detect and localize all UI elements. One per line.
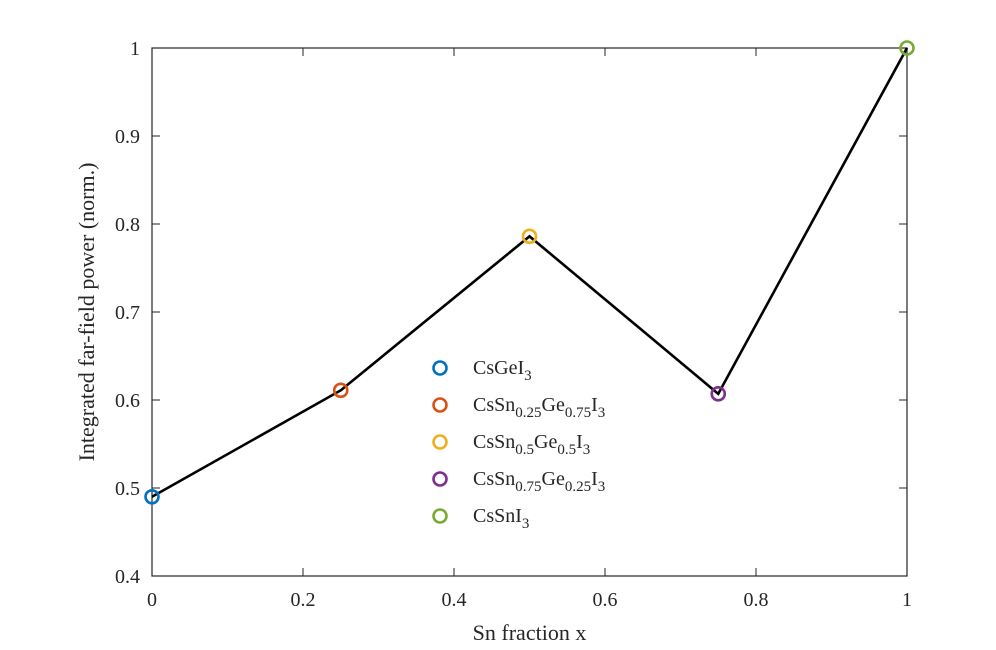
data-point-marker — [521, 228, 538, 245]
y-tick-label: 0.8 — [115, 214, 140, 236]
legend-entry-label: CsGeI3 — [473, 357, 532, 384]
legend: CsGeI3 CsSn0.25Ge0.75I3 CsSn0.5Ge0.5I3 CsSn… — [432, 357, 605, 532]
y-axis-label: Integrated far-field power (norm.) — [74, 163, 99, 462]
data-points-group — [144, 40, 915, 505]
x-axis-label: Sn fraction x — [473, 620, 587, 645]
y-tick-label: 1 — [130, 38, 140, 60]
legend-marker — [432, 360, 448, 376]
legend-entry-label: CsSn0.75Ge0.25I3 — [473, 468, 605, 495]
y-tick-label: 0.7 — [115, 302, 140, 324]
data-point-marker — [332, 382, 349, 399]
x-tick-label: 0.8 — [744, 589, 769, 611]
legend-entry-label: CsSnI3 — [473, 505, 529, 532]
legend-marker — [432, 471, 448, 487]
data-point-marker — [899, 40, 915, 56]
series-line — [151, 47, 909, 498]
legend-marker — [432, 434, 448, 450]
x-tick-label: 0.2 — [291, 589, 316, 611]
plot-frame — [151, 47, 908, 577]
x-tick-label: 0 — [147, 589, 157, 611]
legend-entry-label: CsSn0.5Ge0.5I3 — [473, 431, 590, 458]
legend-entry-label: CsSn0.25Ge0.75I3 — [473, 394, 605, 421]
y-tick-label: 0.4 — [115, 566, 140, 588]
y-tick-label: 0.6 — [115, 390, 140, 412]
x-tick-label: 1 — [902, 589, 912, 611]
axes: 0 0.2 0.4 0.6 0.8 1 0.4 0.5 0.6 0.7 0.8 0.9 1 — [115, 38, 912, 611]
data-line-group — [151, 47, 909, 498]
y-tick-label: 0.9 — [115, 126, 140, 148]
x-tick-label: 0.6 — [593, 589, 618, 611]
legend-marker — [432, 397, 448, 413]
data-point-marker — [710, 386, 727, 402]
legend-marker — [432, 508, 448, 524]
y-tick-label: 0.5 — [115, 478, 140, 500]
x-tick-label: 0.4 — [442, 589, 467, 611]
data-point-marker — [144, 488, 160, 505]
